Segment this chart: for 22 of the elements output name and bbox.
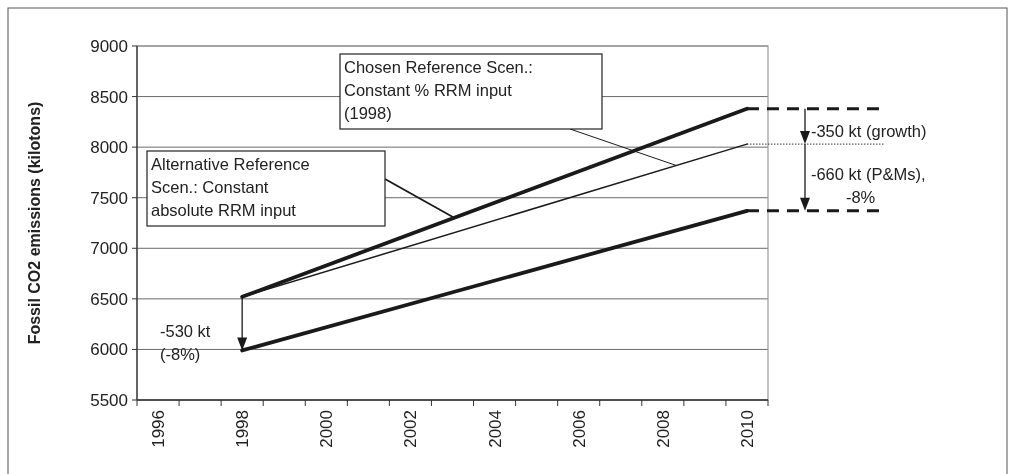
x-tick-label: 2010 [737, 410, 757, 448]
x-tick-label: 2002 [401, 410, 421, 448]
x-tick-label: 2006 [569, 410, 589, 448]
annotation: Alternative Reference Scen.: Constant absolute RRM input [151, 155, 310, 219]
x-tick-label: 2008 [653, 410, 673, 448]
annotation: Chosen Reference Scen.: Constant % RRM input (1998) [344, 58, 533, 122]
y-axis-title: Fossil CO2 emissions (kilotons) [26, 101, 43, 345]
y-tick-label: 8000 [90, 138, 128, 158]
annotation: -530 kt (-8%) [160, 322, 211, 363]
annotation: -350 kt (growth) [810, 122, 927, 141]
annotation: -660 kt (P&Ms), -8% [810, 164, 926, 206]
y-tick-label: 7000 [90, 239, 128, 259]
x-tick-label: 2000 [317, 410, 337, 448]
y-tick-label: 6500 [90, 289, 128, 309]
x-tick-label: 1998 [233, 410, 253, 448]
y-tick-label: 8500 [90, 87, 128, 107]
x-tick-label: 2004 [485, 410, 505, 448]
x-tick-label: 1996 [148, 410, 168, 448]
y-tick-label: 5500 [90, 390, 128, 410]
y-tick-label: 6000 [90, 340, 128, 360]
y-tick-label: 7500 [90, 188, 128, 208]
y-tick-label: 9000 [90, 36, 128, 56]
